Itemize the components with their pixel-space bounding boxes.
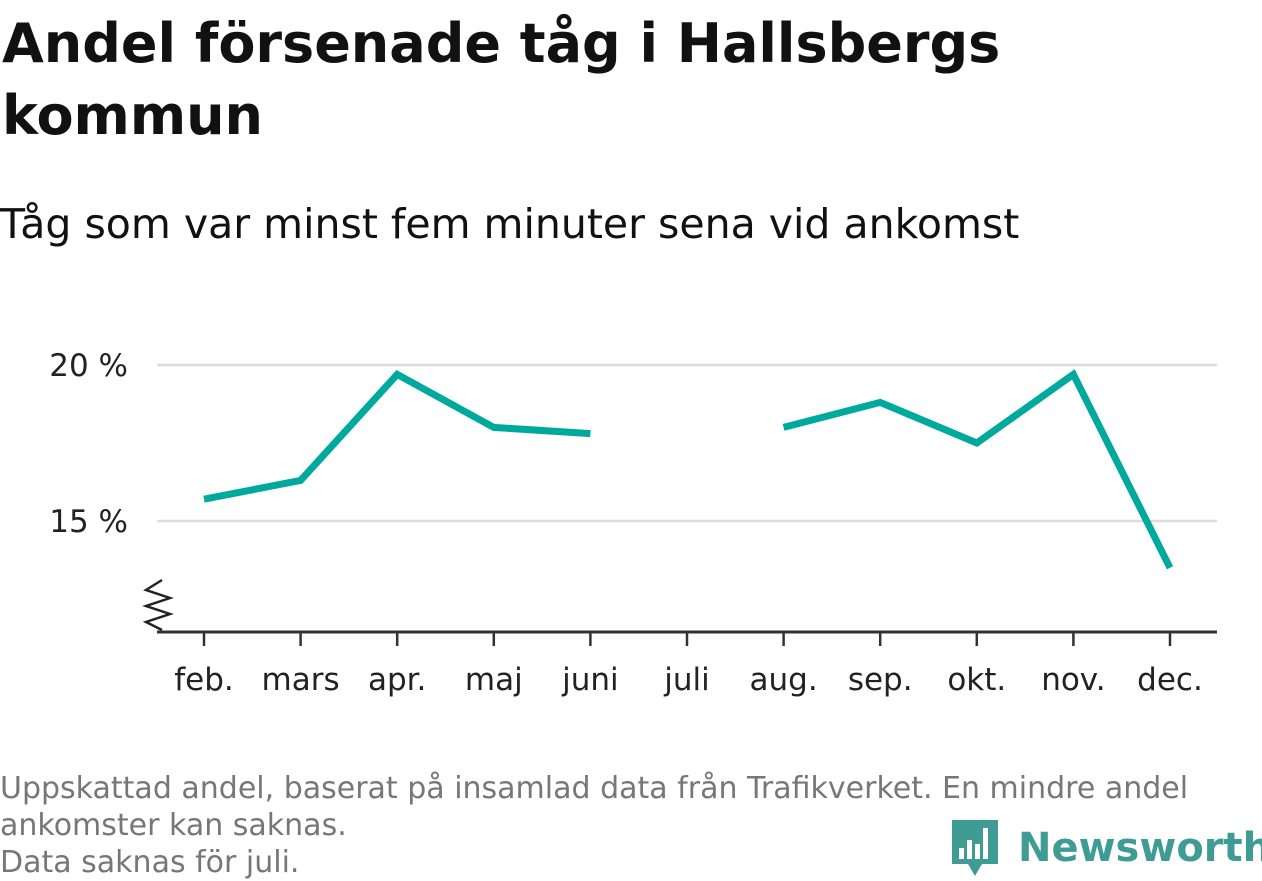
series-line-segment-2 [782, 369, 1174, 570]
x-tick-label: juni [561, 662, 619, 698]
x-tick-label: juli [663, 662, 710, 698]
y-axis-ticks: 15 % 20 % [49, 348, 128, 540]
newsworthy-logo-text: Newsworthy [1018, 825, 1262, 871]
newsworthy-logo-icon [952, 820, 998, 876]
x-tick-label: nov. [1041, 662, 1105, 698]
axis-break-icon [142, 578, 174, 632]
x-tick-label: dec. [1137, 662, 1203, 698]
chart-subtitle: Tåg som var minst fem minuter sena vid a… [0, 200, 1020, 248]
x-tick-label: feb. [174, 662, 234, 698]
x-tick-label: mars [262, 662, 340, 698]
x-tick-label: maj [465, 662, 523, 698]
line-chart: 15 % 20 % feb. mars apr. maj juni juli aug. sep.… [49, 348, 1217, 698]
footnote-line-3: Data saknas för juli. [0, 845, 300, 880]
footnote-line-1: Uppskattad andel, baserat på insamlad da… [0, 771, 1189, 806]
y-tick-label: 15 % [49, 504, 128, 540]
series-line-segment-1 [203, 370, 591, 503]
series-lines [203, 369, 1174, 570]
chart-title: Andel försenade tåg i Hallsbergs kommun [2, 12, 1001, 147]
newsworthy-logo: Newsworthy [950, 818, 1262, 878]
y-tick-label: 20 % [49, 348, 128, 384]
footnote-line-2: ankomster kan saknas. [0, 808, 347, 843]
x-tick-label: sep. [848, 662, 913, 698]
footnote: Uppskattad andel, baserat på insamlad da… [0, 770, 1250, 881]
x-axis: feb. mars apr. maj juni juli aug. sep. okt. nov. d… [142, 578, 1217, 698]
x-tick-label: okt. [947, 662, 1006, 698]
gridlines [157, 363, 1217, 523]
x-tick-label: apr. [368, 662, 426, 698]
x-tick-label: aug. [750, 662, 818, 698]
